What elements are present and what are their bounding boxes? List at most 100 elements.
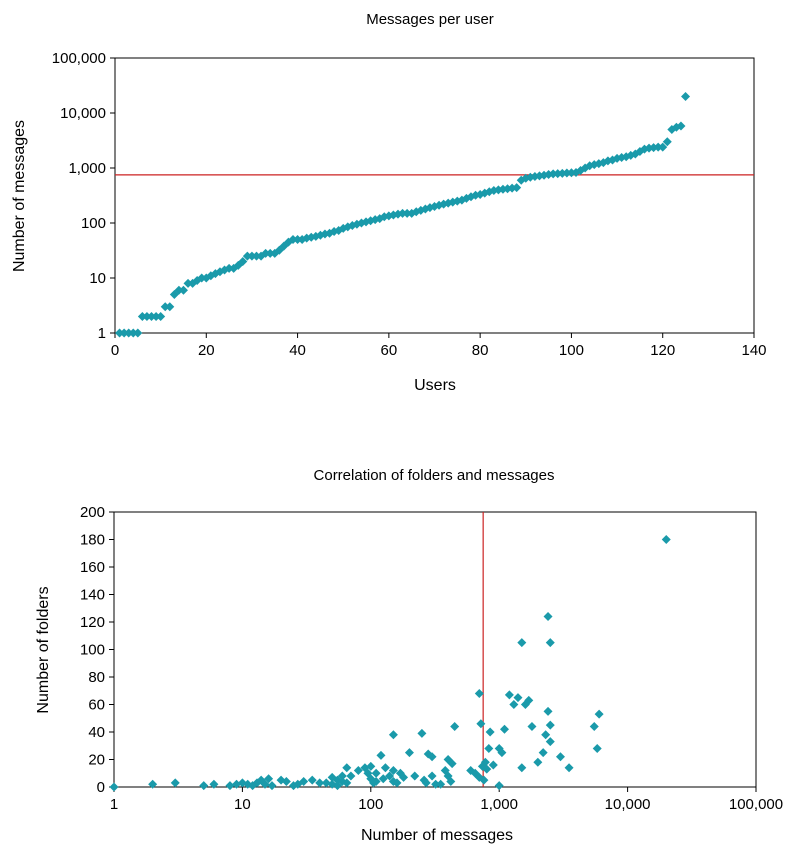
chart2-point: [447, 759, 457, 769]
chart2-point: [524, 695, 534, 705]
chart2-point: [109, 782, 119, 792]
chart1-xlabel: Users: [414, 377, 456, 394]
chart2-point: [376, 750, 386, 760]
chart1-point: [224, 263, 234, 273]
chart1-point: [293, 235, 303, 245]
chart1-point: [653, 142, 663, 152]
chart2-point: [513, 693, 523, 703]
chart2-point: [504, 690, 514, 700]
chart1-y-tick-label: 1,000: [68, 160, 106, 177]
chart2-point: [378, 774, 388, 784]
chart1-point: [197, 273, 207, 283]
chart2-point: [484, 744, 494, 753]
chart1-point: [658, 142, 668, 152]
chart2-point: [209, 779, 219, 789]
chart2-point: [392, 778, 402, 788]
chart2-point: [321, 778, 331, 788]
chart2-point: [482, 764, 492, 774]
chart2-point: [509, 700, 519, 709]
chart2-x-tick-label: 100: [358, 796, 383, 813]
chart1-point: [124, 328, 134, 338]
chart1-point: [156, 311, 166, 321]
chart2-x-tick-label: 1,000: [480, 796, 518, 813]
chart2-point: [541, 730, 551, 740]
chart2-point: [342, 778, 352, 788]
chart2-x-tick-label: 1: [110, 796, 118, 813]
chart1-point: [128, 328, 138, 338]
chart1-point: [676, 121, 686, 131]
chart1-y-tick-label: 1: [98, 325, 106, 342]
chart1-ticks: 0 20 40 60 80 100 120 140 1 10 100 1,000 10,000 100,0…: [52, 50, 767, 359]
chart2-point: [485, 727, 495, 737]
chart2-y-tick-label: 100: [80, 642, 105, 659]
chart2-point: [225, 781, 235, 791]
chart2-point: [399, 772, 409, 782]
chart1-point: [119, 328, 129, 338]
chart2-point: [404, 748, 414, 758]
chart2-point: [388, 766, 398, 775]
chart2-y-tick-label: 160: [80, 559, 105, 576]
chart2-point: [427, 752, 437, 762]
chart2-point: [299, 777, 309, 786]
chart2-point: [446, 777, 456, 786]
chart2-point: [410, 771, 420, 781]
chart2-point: [545, 720, 555, 730]
chart1-point: [242, 251, 252, 261]
chart2-point: [543, 612, 553, 621]
chart2-point: [436, 779, 446, 789]
chart1-x-tick-label: 140: [741, 342, 766, 359]
chart2-point: [594, 709, 604, 719]
chart2-point: [371, 768, 381, 778]
chart2-point: [450, 722, 460, 731]
chart1-x-tick-label: 80: [472, 342, 489, 359]
chart1-title: Messages per user: [366, 11, 494, 28]
chart2-y-tick-label: 180: [80, 532, 105, 549]
chart2-point: [346, 771, 356, 781]
chart1-point: [115, 328, 125, 338]
chart1-point: [398, 208, 408, 218]
chart2-point: [545, 737, 555, 747]
chart2-point: [371, 777, 381, 786]
chart1-point: [174, 285, 184, 295]
chart2-point: [538, 748, 548, 758]
chart1-points: [115, 91, 691, 338]
chart1-point: [165, 302, 175, 312]
chart2-xlabel: Number of messages: [361, 827, 513, 844]
chart1-y-tick-label: 100,000: [52, 50, 106, 67]
chart2-point: [500, 724, 510, 734]
folders-messages-chart: Correlation of folders and messages Numb…: [35, 467, 783, 844]
chart1-point: [288, 235, 298, 245]
chart1-point: [160, 302, 170, 312]
chart1-point: [667, 125, 677, 135]
chart1-point: [142, 311, 152, 321]
chart2-points: [109, 535, 671, 792]
chart2-point: [199, 781, 209, 791]
chart2-point: [380, 763, 390, 773]
chart2-point: [421, 778, 431, 788]
chart2-point: [264, 774, 274, 784]
chart2-point: [385, 771, 395, 781]
chart2-ticks: 1 10 100 1,000 10,000 100,000 0 20 40 60 80 100 120 1…: [80, 504, 783, 813]
chart1-point: [178, 285, 188, 295]
chart1-point: [247, 251, 257, 261]
chart1-x-tick-label: 120: [650, 342, 675, 359]
chart2-point: [342, 763, 352, 773]
chart2-point: [488, 760, 498, 770]
chart1-x-tick-label: 60: [381, 342, 398, 359]
chart1-point: [151, 311, 161, 321]
chart1-point: [681, 91, 691, 101]
chart1-x-tick-label: 0: [111, 342, 119, 359]
chart2-point: [497, 748, 507, 758]
chart1-point: [137, 311, 147, 321]
chart1-x-tick-label: 100: [559, 342, 584, 359]
chart2-ylabel: Number of folders: [35, 586, 52, 713]
messages-per-user-chart: Messages per user Number of messages Use…: [11, 11, 767, 394]
chart2-point: [589, 722, 599, 731]
chart2-point: [337, 771, 347, 781]
chart2-point: [592, 744, 602, 753]
chart2-point: [427, 771, 437, 781]
chart1-point: [133, 328, 143, 338]
chart1-x-tick-label: 40: [289, 342, 306, 359]
chart2-point: [260, 779, 270, 789]
